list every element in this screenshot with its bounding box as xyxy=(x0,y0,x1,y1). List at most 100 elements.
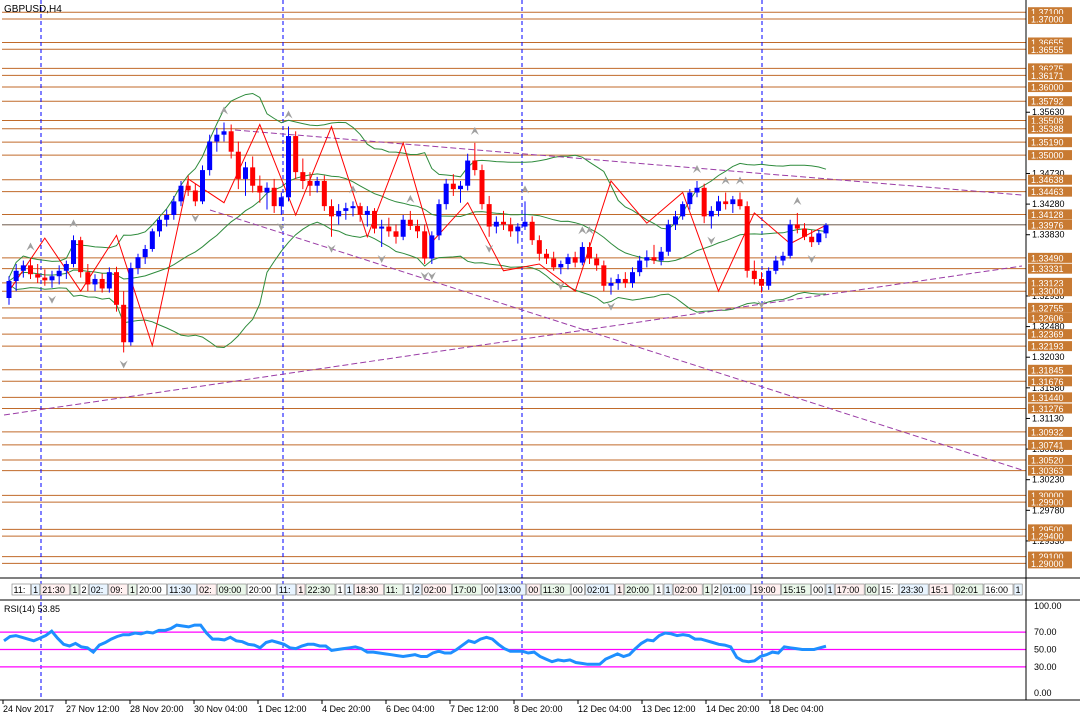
level-label: 1.32193 xyxy=(1031,342,1064,352)
time-box-label: 1 xyxy=(617,585,622,595)
fractal-up-arrow xyxy=(736,176,744,185)
candle-body xyxy=(680,204,686,217)
level-label: 1.34638 xyxy=(1031,175,1064,185)
level-label-box xyxy=(1028,174,1072,185)
level-label-box xyxy=(1028,376,1072,387)
time-tick-label: 6 Dec 04:00 xyxy=(386,704,435,714)
time-box-label: 11: xyxy=(386,585,398,595)
level-label: 1.36655 xyxy=(1031,38,1064,48)
time-box xyxy=(137,583,167,596)
candle-body xyxy=(450,183,456,190)
price-tick-label: 1.29780 xyxy=(1032,505,1065,515)
time-box xyxy=(31,583,41,596)
candle-body xyxy=(737,199,743,207)
candle-body xyxy=(372,210,377,229)
period-separators xyxy=(0,0,1080,701)
time-box-label: 2 xyxy=(714,585,719,595)
time-box xyxy=(781,583,811,596)
candle-body xyxy=(422,231,428,259)
time-box-label: 19:00 xyxy=(753,585,776,595)
level-label-box xyxy=(1028,426,1072,437)
fractal-down-arrow xyxy=(377,254,386,263)
fractal-up-arrow xyxy=(470,126,479,135)
fractal-down-arrow xyxy=(427,271,436,280)
fractal-down-arrow xyxy=(757,300,766,309)
candle-body xyxy=(393,231,399,237)
level-label-box xyxy=(1028,531,1072,542)
time-box xyxy=(811,583,826,596)
fractal-up-arrow xyxy=(521,185,529,194)
fractal-down-arrow xyxy=(707,236,716,245)
price-tick-label: 1.31130 xyxy=(1032,413,1064,423)
lower-band xyxy=(8,221,827,349)
fractal-down-arrow xyxy=(556,282,565,291)
rsi-tick-label: 30.00 xyxy=(1034,662,1057,672)
level-label-box xyxy=(1028,123,1072,134)
time-box xyxy=(128,583,137,596)
level-label-box xyxy=(1028,439,1072,450)
candle-body xyxy=(271,187,277,207)
candle-body xyxy=(787,224,793,256)
time-box-label: 21:30 xyxy=(42,585,65,595)
candle-body xyxy=(343,208,349,211)
time-box xyxy=(403,583,413,596)
candle-body xyxy=(20,265,26,271)
time-tick-label: 4 Dec 20:00 xyxy=(322,704,371,714)
time-box-label: 02:00 xyxy=(675,585,698,595)
fractal-up-arrow xyxy=(585,226,594,235)
time-box xyxy=(654,583,664,596)
level-label: 1.30932 xyxy=(1031,427,1064,437)
time-box xyxy=(864,583,879,596)
level-label: 1.36275 xyxy=(1031,64,1064,74)
candle-body xyxy=(42,277,48,281)
level-label-box xyxy=(1028,209,1072,220)
level-label-box xyxy=(1028,313,1072,324)
candle-body xyxy=(228,131,234,152)
time-box xyxy=(615,583,625,596)
candle-body xyxy=(816,233,822,243)
time-box xyxy=(344,583,354,596)
candle-body xyxy=(794,224,800,229)
candle-body xyxy=(529,221,535,241)
time-box-label: 1 xyxy=(130,585,135,595)
time-box-label: 1 xyxy=(347,585,352,595)
fractal-down-arrow xyxy=(119,360,128,369)
rsi-tick-label: 0.00 xyxy=(1034,688,1052,698)
candle-body xyxy=(407,219,413,226)
level-label: 1.35508 xyxy=(1031,116,1064,126)
level-label: 1.33331 xyxy=(1031,264,1064,274)
rsi-tick-label: 50.00 xyxy=(1034,645,1057,655)
level-label: 1.31440 xyxy=(1031,393,1064,403)
level-label-box xyxy=(1028,551,1072,562)
fractal-up-arrow xyxy=(69,219,78,228)
time-box xyxy=(672,583,703,596)
time-tick-label: 18 Dec 04:00 xyxy=(770,704,824,714)
fractal-up-arrow xyxy=(578,226,587,235)
time-box xyxy=(305,583,336,596)
candle-body xyxy=(701,187,707,217)
support-trendline xyxy=(209,209,1023,471)
candle-body xyxy=(823,225,829,234)
candle-body xyxy=(307,180,313,186)
candle-body xyxy=(92,278,98,285)
fractal-up-arrow xyxy=(220,106,228,115)
level-label: 1.33490 xyxy=(1031,253,1064,263)
time-box xyxy=(540,583,571,596)
candle-body xyxy=(572,257,578,263)
candle-body xyxy=(350,206,356,209)
time-box-label: 1 xyxy=(298,585,303,595)
time-box xyxy=(712,583,721,596)
fractal-up-arrow xyxy=(721,176,730,185)
candle-body xyxy=(651,257,657,261)
candle-body xyxy=(551,258,557,268)
candle-body xyxy=(608,283,614,286)
candle-body xyxy=(544,253,549,259)
time-tick-label: 27 Nov 12:00 xyxy=(66,704,120,714)
candle-body xyxy=(751,270,757,279)
time-box xyxy=(335,583,345,596)
level-label: 1.34128 xyxy=(1031,210,1064,220)
time-box-label: 09: xyxy=(110,585,123,595)
candle-body xyxy=(565,257,571,264)
